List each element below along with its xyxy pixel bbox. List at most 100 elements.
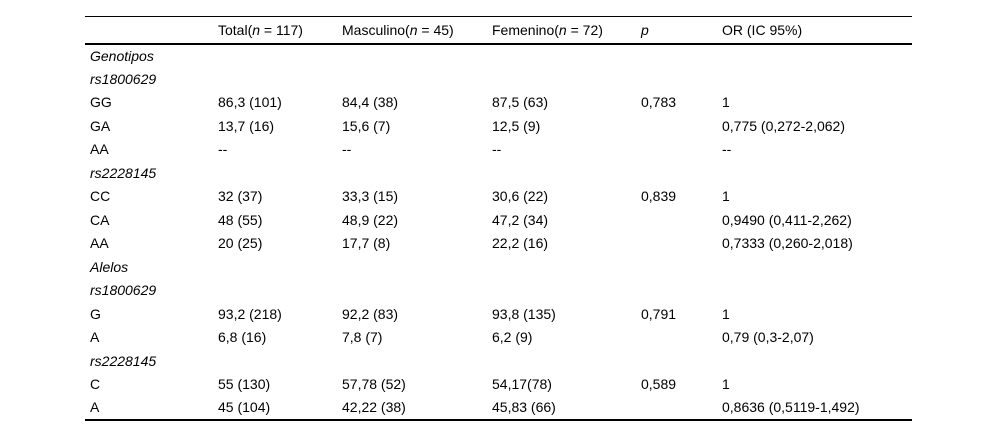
col-header-p: p	[641, 17, 722, 44]
col-header-masculino-pre: Masculino(	[342, 21, 410, 38]
cell-masculino: 92,2 (83)	[342, 305, 399, 322]
col-header-masculino: Masculino(n = 45)	[342, 17, 492, 44]
cell-total: 6,8 (16)	[218, 329, 267, 346]
row-label: A	[90, 329, 100, 346]
cell-or-ic95: --	[722, 141, 732, 158]
table-row: CA 48 (55) 48,9 (22) 47,2 (34) 0,9490 (0…	[85, 208, 912, 232]
table-row: G 93,2 (218) 92,2 (83) 93,8 (135) 0,791 …	[85, 302, 912, 326]
cell-masculino	[342, 349, 492, 373]
cell-total	[218, 255, 342, 279]
cell-femenino: 45,83 (66)	[492, 399, 556, 416]
table-row: rs1800629	[85, 279, 912, 303]
cell-or-ic95: 1	[722, 188, 730, 205]
table-row: A 6,8 (16) 7,8 (7) 6,2 (9) 0,79 (0,3-2,0…	[85, 326, 912, 350]
cell-p-value	[641, 208, 722, 232]
cell-masculino: 33,3 (15)	[342, 188, 399, 205]
cell-masculino	[342, 67, 492, 91]
cell-masculino	[342, 44, 492, 68]
row-label: AA	[90, 141, 109, 158]
row-label: CC	[90, 188, 111, 205]
cell-total: 93,2 (218)	[218, 305, 282, 322]
cell-or-ic95: 0,7333 (0,260-2,018)	[722, 235, 853, 252]
cell-total	[218, 349, 342, 373]
cell-femenino: 93,8 (135)	[492, 305, 556, 322]
cell-p-value	[641, 349, 722, 373]
col-header-masculino-n: n	[409, 21, 418, 38]
row-label: Alelos	[90, 258, 129, 275]
cell-or-ic95	[722, 255, 912, 279]
genotype-frequency-table: Total(n = 117) Masculino(n = 45) Femenin…	[85, 16, 912, 421]
cell-masculino	[342, 255, 492, 279]
cell-total	[218, 67, 342, 91]
cell-p-value	[641, 279, 722, 303]
cell-total: 55 (130)	[218, 376, 271, 393]
cell-total: 20 (25)	[218, 235, 263, 252]
cell-masculino: 17,7 (8)	[342, 235, 391, 252]
cell-total	[218, 279, 342, 303]
cell-femenino: 6,2 (9)	[492, 329, 533, 346]
table-row: A 45 (104) 42,22 (38) 45,83 (66) 0,8636 …	[85, 396, 912, 420]
col-header-or-pre: OR (IC 95%)	[722, 21, 803, 38]
cell-total: 45 (104)	[218, 399, 271, 416]
cell-p-value	[641, 326, 722, 350]
cell-p-value: 0,783	[641, 94, 677, 111]
cell-femenino	[492, 161, 641, 185]
header-row: Total(n = 117) Masculino(n = 45) Femenin…	[85, 17, 912, 44]
cell-femenino	[492, 67, 641, 91]
cell-total: 86,3 (101)	[218, 94, 282, 111]
cell-or-ic95: 1	[722, 376, 730, 393]
cell-femenino: 22,2 (16)	[492, 235, 549, 252]
col-header-femenino: Femenino(n = 72)	[492, 17, 641, 44]
col-header-masculino-post: = 45)	[417, 21, 454, 38]
table-body: Genotipos rs1800629 GG 86,3 (101) 84,4 (…	[85, 44, 912, 420]
row-label: rs2228145	[90, 352, 157, 369]
table-row: C 55 (130) 57,78 (52) 54,17(78) 0,589 1	[85, 373, 912, 397]
cell-total: 48 (55)	[218, 211, 263, 228]
cell-p-value	[641, 161, 722, 185]
row-label: rs1800629	[90, 70, 157, 87]
col-header-total-pre: Total(	[218, 21, 253, 38]
row-label: G	[90, 305, 101, 322]
cell-or-ic95: 1	[722, 305, 730, 322]
table-row: rs2228145	[85, 349, 912, 373]
col-header-total: Total(n = 117)	[218, 17, 342, 44]
cell-p-value: 0,589	[641, 376, 677, 393]
cell-masculino: 84,4 (38)	[342, 94, 399, 111]
cell-p-value	[641, 255, 722, 279]
cell-or-ic95: 0,79 (0,3-2,07)	[722, 329, 814, 346]
row-label: GG	[90, 94, 112, 111]
cell-or-ic95: 0,775 (0,272-2,062)	[722, 117, 845, 134]
row-label: C	[90, 376, 101, 393]
cell-femenino: 12,5 (9)	[492, 117, 541, 134]
cell-femenino	[492, 255, 641, 279]
col-header-or-ic95: OR (IC 95%)	[722, 17, 912, 44]
cell-masculino: 57,78 (52)	[342, 376, 406, 393]
cell-total: 32 (37)	[218, 188, 263, 205]
cell-femenino: --	[492, 141, 502, 158]
col-header-total-n: n	[252, 21, 261, 38]
cell-total: 13,7 (16)	[218, 117, 275, 134]
cell-p-value	[641, 396, 722, 420]
cell-masculino: 48,9 (22)	[342, 211, 399, 228]
row-label: rs2228145	[90, 164, 157, 181]
table-row: Genotipos	[85, 44, 912, 68]
table-row: GA 13,7 (16) 15,6 (7) 12,5 (9) 0,775 (0,…	[85, 114, 912, 138]
cell-or-ic95	[722, 349, 912, 373]
cell-masculino: 15,6 (7)	[342, 117, 391, 134]
row-label: AA	[90, 235, 109, 252]
cell-p-value	[641, 138, 722, 162]
cell-or-ic95	[722, 161, 912, 185]
row-label: GA	[90, 117, 111, 134]
cell-femenino	[492, 349, 641, 373]
cell-total	[218, 161, 342, 185]
cell-masculino: 7,8 (7)	[342, 329, 383, 346]
cell-or-ic95	[722, 67, 912, 91]
cell-or-ic95: 1	[722, 94, 730, 111]
table-row: GG 86,3 (101) 84,4 (38) 87,5 (63) 0,783 …	[85, 91, 912, 115]
row-label: CA	[90, 211, 110, 228]
cell-masculino: 42,22 (38)	[342, 399, 406, 416]
cell-p-value	[641, 114, 722, 138]
cell-femenino	[492, 44, 641, 68]
cell-p-value: 0,791	[641, 305, 677, 322]
